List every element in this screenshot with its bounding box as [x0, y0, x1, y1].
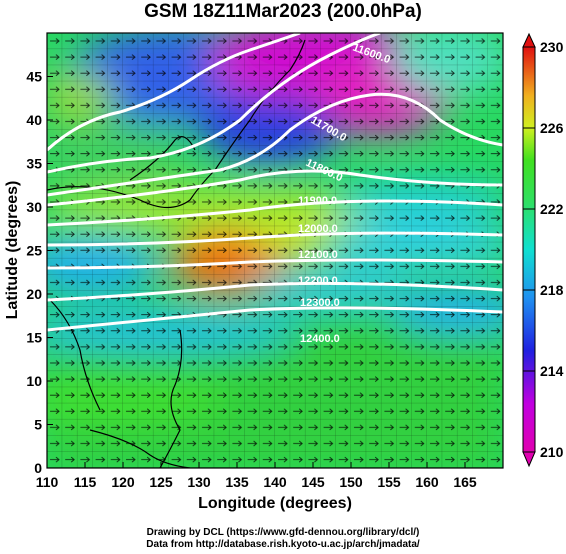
temperature-field: [47, 33, 503, 468]
x-tick-label: 110: [36, 474, 59, 490]
map-figure: 11600.0 11700.0 11800.0 11900.0 12000.0 …: [4, 32, 564, 512]
y-tick-label: 45: [26, 69, 42, 85]
x-tick-label: 155: [377, 474, 401, 490]
y-tick-label: 25: [26, 243, 42, 259]
x-tick-label: 125: [149, 474, 173, 490]
colorbar-tick-label: 218: [540, 282, 564, 298]
contour-label: 12100.0: [298, 249, 338, 261]
colorbar-tick-label: 226: [540, 120, 564, 136]
x-axis-title: Longitude (degrees): [198, 495, 352, 512]
x-tick-label: 145: [301, 474, 325, 490]
x-axis: 110 115 120 125 130 135 140 145 150 155 160 165: [36, 462, 477, 490]
y-axis-title: Latitude (degrees): [4, 181, 21, 320]
x-tick-label: 135: [225, 474, 249, 490]
colorbar-tick-label: 214: [540, 363, 564, 379]
height-contours: [47, 33, 503, 332]
contour-label: 12200.0: [298, 275, 338, 287]
contour-label: 12300.0: [300, 297, 340, 309]
x-tick-label: 140: [263, 474, 287, 490]
credit-line-drawing: Drawing by DCL (https://www.gfd-dennou.o…: [146, 527, 420, 538]
y-tick-label: 15: [26, 330, 42, 346]
y-tick-label: 20: [26, 286, 42, 302]
map-title: GSM 18Z11Mar2023 (200.0hPa): [144, 1, 422, 22]
x-tick-label: 165: [453, 474, 477, 490]
y-tick-label: 30: [26, 199, 42, 215]
colorbar-min-arrow: [522, 451, 536, 468]
colorbar: 230 226 222 218 214 210: [522, 32, 564, 468]
contour-label: 12000.0: [298, 223, 338, 235]
x-tick-label: 130: [187, 474, 211, 490]
x-tick-label: 115: [74, 474, 97, 490]
y-tick-label: 35: [26, 156, 42, 172]
y-axis: 0 5 10 15 20 25 30 35 40 45: [26, 69, 53, 476]
y-tick-label: 0: [34, 460, 42, 476]
credit-line-data: Data from http://database.rish.kyoto-u.a…: [146, 539, 420, 550]
contour-label: 12400.0: [300, 333, 340, 345]
x-tick-label: 120: [111, 474, 135, 490]
colorbar-tick-label: 210: [540, 444, 564, 460]
y-tick-label: 5: [34, 417, 42, 433]
colorbar-tick-label: 222: [540, 201, 564, 217]
credits: Drawing by DCL (https://www.gfd-dennou.o…: [0, 527, 566, 551]
colorbar-tick-label: 230: [540, 39, 564, 55]
colorbar-max-arrow: [522, 32, 536, 48]
x-tick-label: 150: [339, 474, 363, 490]
colorbar-scale: [522, 46, 536, 453]
y-tick-label: 10: [26, 373, 42, 389]
x-tick-label: 160: [415, 474, 439, 490]
y-tick-label: 40: [26, 112, 42, 128]
contour-label: 11900.0: [298, 195, 337, 207]
